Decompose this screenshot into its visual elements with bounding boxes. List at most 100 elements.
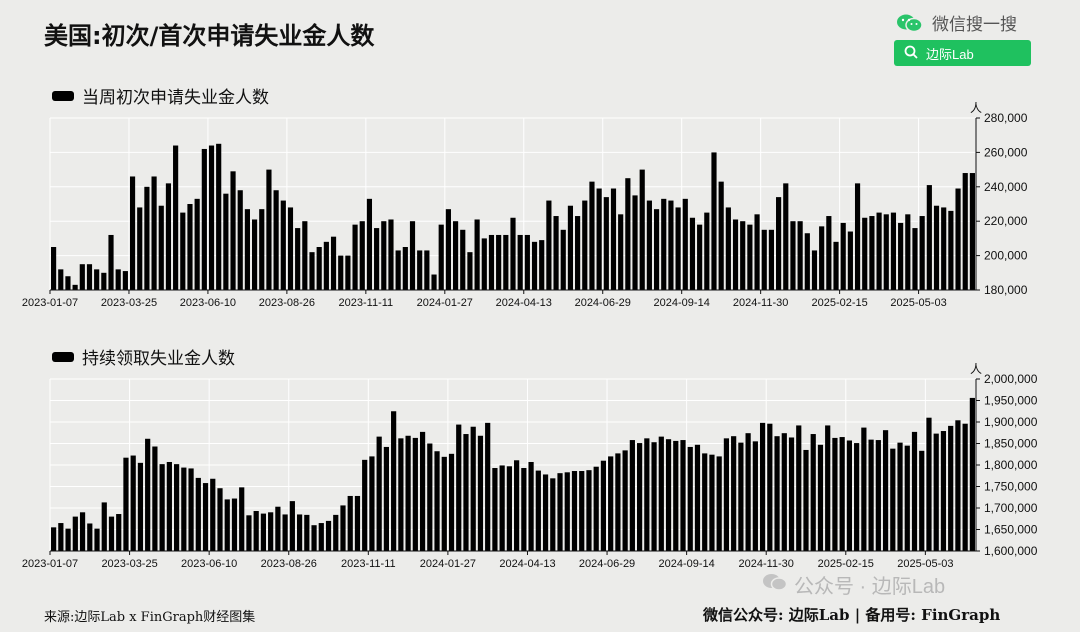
wechat-search-label: 微信搜一搜 xyxy=(932,15,1017,35)
chart1-bar xyxy=(732,219,739,290)
chart1-bar xyxy=(790,221,796,290)
chart2-bar xyxy=(485,422,491,551)
chart2-bar xyxy=(304,514,310,551)
chart2-bar xyxy=(955,420,961,551)
chart2-bar xyxy=(405,435,411,551)
chart2-xtick-label: 2024-04-13 xyxy=(499,558,555,570)
chart2-bar xyxy=(325,520,332,551)
chart1-bar xyxy=(316,247,322,290)
chart2-xtick-label: 2023-01-07 xyxy=(22,558,78,570)
chart1-bar xyxy=(531,241,538,290)
chart1-xtick-label: 2023-03-25 xyxy=(101,297,157,309)
chart1-bar xyxy=(575,216,581,290)
chart1-bar xyxy=(338,255,344,290)
chart2-bar xyxy=(311,525,317,551)
chart2-bar xyxy=(260,513,267,551)
chart2-bar xyxy=(340,505,346,551)
chart1-bar xyxy=(72,284,78,290)
chart2-bar xyxy=(282,514,288,551)
chart1-bar xyxy=(740,221,746,290)
chart1-bar xyxy=(610,188,617,290)
chart1-bar xyxy=(926,185,932,290)
chart2-bar xyxy=(108,516,115,551)
chart1-bar xyxy=(639,169,645,290)
chart2-bar xyxy=(550,478,556,551)
chart2-bar xyxy=(318,523,324,551)
chart2-unit-label: 人 xyxy=(970,362,982,376)
chart2-bar xyxy=(456,424,462,551)
chart2-bar xyxy=(962,423,968,551)
chart2-bar xyxy=(738,442,744,551)
chart2-bar xyxy=(694,444,701,551)
chart1-xtick-label: 2023-08-26 xyxy=(259,297,315,309)
chart2-xtick-label: 2025-05-03 xyxy=(897,558,953,570)
wechat-brand[interactable]: 微信搜一搜 xyxy=(896,10,1017,35)
chart2-bar xyxy=(159,464,165,551)
chart1-xtick-label: 2024-01-27 xyxy=(417,297,473,309)
chart2-bar xyxy=(477,435,484,551)
search-button[interactable]: 边际Lab xyxy=(894,40,1031,66)
chart2-bar xyxy=(210,478,216,551)
chart1-ytick-label: 220,000 xyxy=(984,214,1028,228)
chart1-bar xyxy=(797,221,803,290)
chart2-bar xyxy=(832,437,838,551)
chart1-bar xyxy=(819,226,825,290)
chart1-bar xyxy=(524,234,530,290)
chart2-bar xyxy=(579,471,585,551)
chart1-bar xyxy=(208,145,215,290)
chart2-bar xyxy=(224,499,230,551)
chart1-bar xyxy=(58,269,64,290)
initial-claims-chart: 180,000 200,000 220,000 240,000 260,000 280,0… xyxy=(22,101,1028,309)
chart2-bar xyxy=(412,437,418,551)
chart2-xtick-label: 2023-03-25 xyxy=(101,558,157,570)
chart2-bar xyxy=(890,448,896,551)
chart1-bar xyxy=(948,210,954,290)
chart2-xtick-label: 2024-11-30 xyxy=(738,558,793,570)
chart1-bar xyxy=(560,229,566,290)
chart1-bar xyxy=(582,200,588,290)
chart2-bar xyxy=(571,471,578,551)
chart1-bar xyxy=(632,195,638,290)
chart1-bar xyxy=(65,276,71,290)
chart1-ytick-label: 200,000 xyxy=(984,249,1028,263)
chart1-xtick-label: 2023-01-07 xyxy=(22,297,78,309)
chart1-xtick-label: 2025-02-15 xyxy=(811,297,867,309)
chart1-bar xyxy=(826,216,832,290)
chart2-bar xyxy=(275,506,281,551)
chart2-bar xyxy=(528,461,534,551)
chart1-bar xyxy=(194,198,200,290)
chart1-bar xyxy=(158,205,164,290)
chart2-bar xyxy=(796,425,802,551)
chart2-bar xyxy=(239,487,245,551)
chart2-bar xyxy=(65,528,71,551)
chart2-xtick-label: 2024-01-27 xyxy=(420,558,476,570)
chart1-ytick-label: 180,000 xyxy=(984,283,1028,297)
chart2-xtick-label: 2023-08-26 xyxy=(261,558,317,570)
chart1-bar xyxy=(244,209,250,290)
chart2-bar xyxy=(123,457,129,551)
chart2-legend: 持续领取失业金人数 xyxy=(52,344,235,369)
chart1-xtick-label: 2023-11-11 xyxy=(339,297,394,309)
chart1-bar xyxy=(840,222,846,290)
chart1-bar xyxy=(374,228,380,290)
chart2-bar xyxy=(644,438,650,551)
chart2-bar xyxy=(188,468,194,551)
chart1-bar xyxy=(955,188,961,290)
chart1-bar xyxy=(230,171,236,290)
chart1-bar xyxy=(646,200,652,290)
chart1-bar xyxy=(86,264,93,290)
chart2-bar xyxy=(354,495,361,551)
chart1-bar xyxy=(783,183,789,290)
chart2-bar xyxy=(854,443,860,551)
chart1-bar xyxy=(754,214,760,290)
chart1-bar xyxy=(890,212,897,290)
chart1-title: 当周初次申请失业金人数 xyxy=(82,88,269,108)
continuing-claims-chart: 1,600,000 1,650,000 1,700,000 1,750,000 1,80… xyxy=(22,362,1038,570)
footer-source: 来源:边际Lab x FinGraph财经图集 xyxy=(44,610,256,625)
chart1-bar xyxy=(718,181,724,290)
chart1-bar xyxy=(962,173,968,290)
chart1-bar xyxy=(151,176,157,290)
chart1-ytick-label: 240,000 xyxy=(984,180,1028,194)
chart2-bar xyxy=(51,527,57,551)
chart1-legend-swatch xyxy=(52,90,74,101)
